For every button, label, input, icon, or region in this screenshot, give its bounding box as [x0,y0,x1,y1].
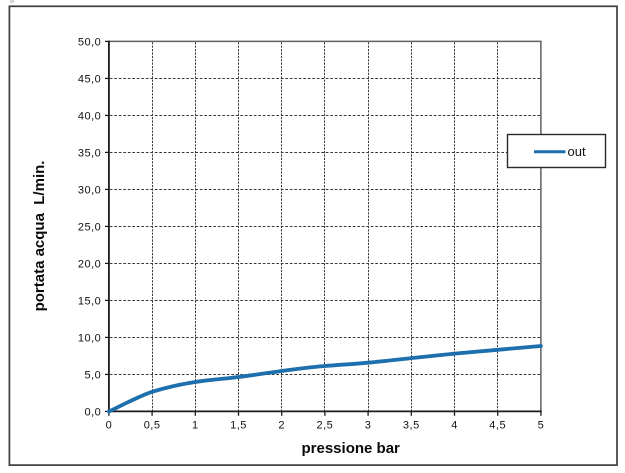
svg-text:3,5: 3,5 [403,420,420,432]
svg-text:5: 5 [538,420,545,432]
svg-text:20,0: 20,0 [78,258,101,270]
svg-text:45,0: 45,0 [78,73,101,85]
svg-text:15,0: 15,0 [78,295,101,307]
svg-text:pressione bar: pressione bar [302,440,401,457]
svg-text:0: 0 [106,420,113,432]
svg-text:50,0: 50,0 [78,36,101,48]
svg-text:40,0: 40,0 [78,110,101,122]
svg-text:2,5: 2,5 [317,420,334,432]
svg-text:0,0: 0,0 [85,406,102,418]
svg-text:10,0: 10,0 [78,332,101,344]
svg-text:portata acqua L/min.: portata acqua L/min. [31,161,48,312]
svg-text:4,5: 4,5 [489,420,506,432]
svg-text:2: 2 [278,420,285,432]
svg-text:1: 1 [192,420,199,432]
svg-text:30,0: 30,0 [78,184,101,196]
svg-text:4: 4 [451,420,458,432]
svg-text:1,5: 1,5 [230,420,247,432]
svg-text:5,0: 5,0 [85,369,102,381]
svg-text:3: 3 [365,420,372,432]
svg-text:0,5: 0,5 [144,420,161,432]
svg-text:35,0: 35,0 [78,147,101,159]
svg-text:out: out [568,144,586,159]
svg-text:25,0: 25,0 [78,221,101,233]
